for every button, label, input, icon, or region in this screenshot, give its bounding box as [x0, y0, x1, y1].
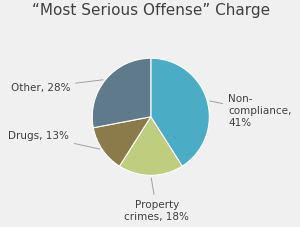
Text: Other, 28%: Other, 28% [11, 80, 103, 93]
Text: Non-
compliance,
41%: Non- compliance, 41% [210, 94, 292, 128]
Text: Property
crimes, 18%: Property crimes, 18% [124, 178, 189, 222]
Title: “Most Serious Offense” Charge: “Most Serious Offense” Charge [32, 3, 270, 18]
Wedge shape [119, 117, 182, 175]
Text: Drugs, 13%: Drugs, 13% [8, 131, 100, 149]
Wedge shape [93, 117, 151, 166]
Wedge shape [151, 58, 209, 166]
Wedge shape [92, 58, 151, 128]
